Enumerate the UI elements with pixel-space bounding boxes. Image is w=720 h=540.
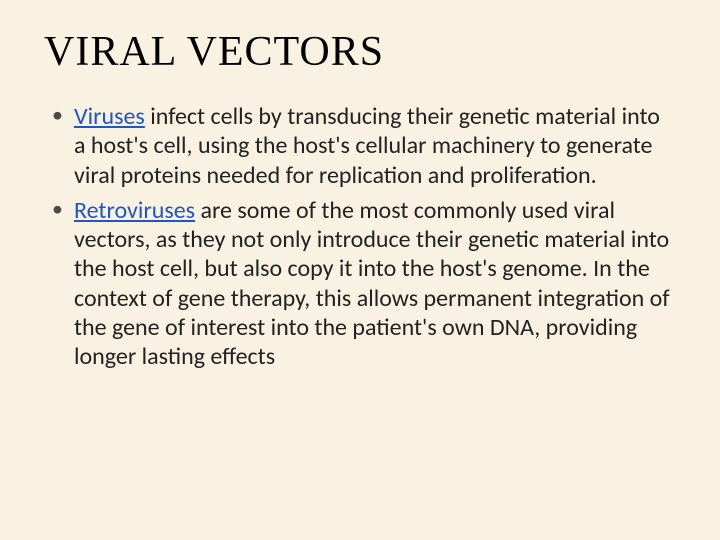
bullet-text: infect cells by transducing their geneti… (74, 102, 660, 190)
bullet-list: Viruses infect cells by transducing thei… (44, 102, 676, 371)
viruses-link[interactable]: Viruses (74, 102, 145, 131)
retroviruses-link[interactable]: Retroviruses (74, 196, 195, 225)
list-item: Viruses infect cells by transducing thei… (74, 102, 676, 190)
list-item: Retroviruses are some of the most common… (74, 196, 676, 372)
slide-title: Viral Vectors (44, 28, 676, 76)
